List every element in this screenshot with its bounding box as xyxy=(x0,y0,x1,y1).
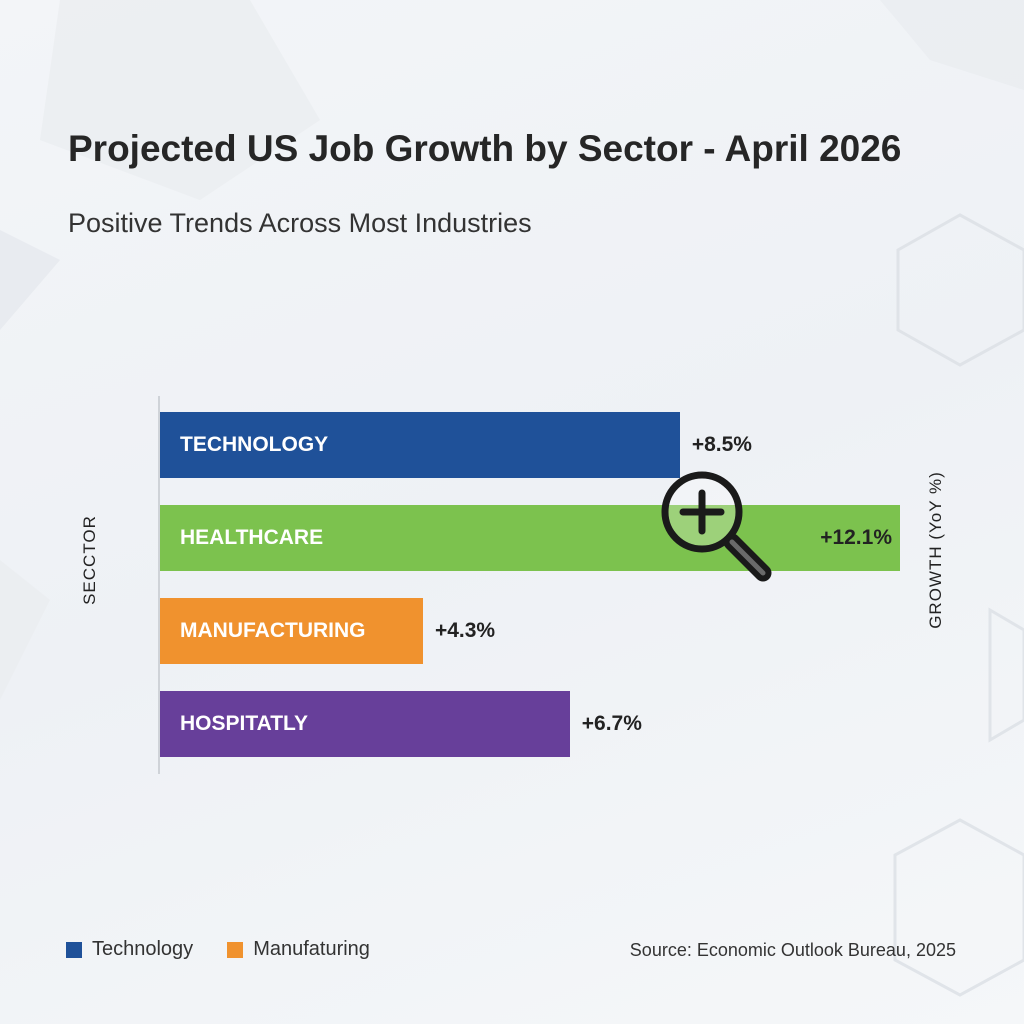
bar-category-label: HEALTHCARE xyxy=(180,526,324,549)
category-axis-line xyxy=(158,396,160,774)
zoom-in-magnifier-icon[interactable] xyxy=(652,462,782,592)
bar-value-label: +6.7% xyxy=(581,712,642,735)
bar-category-label: MANUFACTURING xyxy=(180,619,366,642)
legend-swatch xyxy=(227,941,244,958)
bar-manufacturing xyxy=(160,598,423,664)
y-axis-title: SECCTOR xyxy=(80,515,99,605)
chart-title: Projected US Job Growth by Sector - Apri… xyxy=(68,128,902,169)
bar-value-label: +4.3% xyxy=(434,619,496,642)
source-note: Source: Economic Outlook Bureau, 2025 xyxy=(629,940,956,960)
legend-swatch xyxy=(66,941,82,958)
bar-category-label: HOSPITATLY xyxy=(180,712,308,735)
bar-hospitatly xyxy=(160,691,570,757)
legend-label: Manufaturing xyxy=(253,938,370,960)
bar-category-label: TECHNOLOGY xyxy=(180,433,329,456)
bar-value-label: +12.1% xyxy=(820,526,892,549)
bar-value-label: +8.5% xyxy=(691,433,752,456)
bar-technology xyxy=(160,412,680,478)
x-axis-title: GROWTH (YoY %) xyxy=(926,471,945,629)
legend: Technology Manufaturing xyxy=(66,938,404,961)
legend-item-technology: Technology xyxy=(66,938,193,961)
legend-item-manufacturing: Manufaturing xyxy=(227,938,370,961)
bar-healthcare xyxy=(160,505,900,571)
chart-subtitle: Positive Trends Across Most Industries xyxy=(68,208,532,238)
legend-label: Technology xyxy=(92,938,194,960)
